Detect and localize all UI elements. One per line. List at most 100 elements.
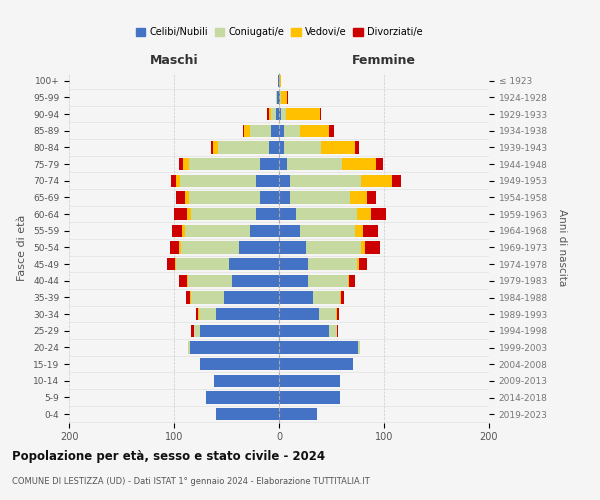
Text: Femmine: Femmine — [352, 54, 416, 68]
Bar — [371, 208, 386, 220]
Bar — [198, 308, 199, 320]
Bar — [279, 374, 340, 387]
Bar — [376, 158, 383, 170]
Bar — [278, 74, 279, 87]
Bar — [276, 108, 279, 120]
Bar — [358, 341, 360, 354]
Bar — [176, 191, 185, 204]
Bar — [181, 242, 239, 254]
Bar — [356, 258, 359, 270]
Bar — [279, 274, 308, 287]
Bar — [276, 91, 277, 104]
Bar — [244, 124, 250, 137]
Bar — [179, 274, 187, 287]
Bar — [279, 91, 280, 104]
Bar — [277, 91, 279, 104]
Bar — [279, 158, 287, 170]
Bar — [191, 291, 224, 304]
Bar — [179, 242, 181, 254]
Y-axis label: Fasce di età: Fasce di età — [17, 214, 28, 280]
Bar — [279, 74, 281, 87]
Text: Maschi: Maschi — [149, 54, 199, 68]
Bar — [200, 358, 279, 370]
Bar — [211, 141, 213, 154]
Bar — [279, 391, 340, 404]
Bar — [176, 258, 229, 270]
Bar — [194, 324, 200, 337]
Bar — [367, 191, 376, 204]
Bar — [279, 341, 358, 354]
Bar — [199, 308, 216, 320]
Bar — [361, 242, 365, 254]
Bar — [290, 174, 361, 187]
Y-axis label: Anni di nascita: Anni di nascita — [557, 209, 568, 286]
Bar — [336, 308, 337, 320]
Bar — [342, 158, 376, 170]
Bar — [189, 158, 260, 170]
Bar — [250, 124, 271, 137]
Bar — [329, 124, 334, 137]
Bar — [205, 391, 279, 404]
Bar — [307, 242, 361, 254]
Bar — [176, 174, 181, 187]
Bar — [184, 158, 189, 170]
Bar — [284, 124, 300, 137]
Bar — [355, 224, 363, 237]
Bar — [172, 224, 182, 237]
Bar — [281, 108, 286, 120]
Bar — [279, 358, 353, 370]
Bar — [319, 308, 336, 320]
Bar — [286, 108, 320, 120]
Bar — [279, 408, 317, 420]
Bar — [280, 91, 281, 104]
Bar — [337, 308, 339, 320]
Bar — [279, 291, 313, 304]
Bar — [355, 141, 359, 154]
Bar — [256, 208, 279, 220]
Bar — [269, 141, 279, 154]
Bar — [361, 174, 392, 187]
Bar — [341, 291, 344, 304]
Bar — [279, 224, 300, 237]
Bar — [279, 108, 281, 120]
Bar — [256, 174, 279, 187]
Bar — [224, 291, 279, 304]
Bar — [200, 324, 279, 337]
Bar — [171, 174, 176, 187]
Bar — [300, 124, 329, 137]
Bar — [216, 308, 279, 320]
Bar — [279, 324, 329, 337]
Bar — [329, 324, 337, 337]
Bar — [308, 258, 356, 270]
Bar — [229, 258, 279, 270]
Bar — [271, 124, 279, 137]
Bar — [260, 158, 279, 170]
Bar — [167, 258, 175, 270]
Bar — [239, 242, 279, 254]
Bar — [174, 208, 187, 220]
Bar — [363, 224, 378, 237]
Bar — [179, 158, 184, 170]
Bar — [350, 191, 367, 204]
Bar — [189, 191, 260, 204]
Bar — [181, 174, 256, 187]
Bar — [271, 108, 276, 120]
Bar — [185, 224, 250, 237]
Legend: Celibi/Nubili, Coniugati/e, Vedovi/e, Divorziati/e: Celibi/Nubili, Coniugati/e, Vedovi/e, Di… — [132, 23, 426, 41]
Bar — [300, 224, 355, 237]
Bar — [175, 258, 176, 270]
Bar — [296, 208, 356, 220]
Bar — [348, 274, 349, 287]
Bar — [308, 274, 348, 287]
Bar — [313, 291, 340, 304]
Bar — [279, 124, 284, 137]
Bar — [279, 242, 307, 254]
Bar — [320, 108, 321, 120]
Bar — [279, 208, 296, 220]
Bar — [290, 191, 350, 204]
Bar — [185, 291, 190, 304]
Bar — [187, 274, 188, 287]
Bar — [356, 208, 371, 220]
Bar — [213, 141, 218, 154]
Bar — [190, 341, 279, 354]
